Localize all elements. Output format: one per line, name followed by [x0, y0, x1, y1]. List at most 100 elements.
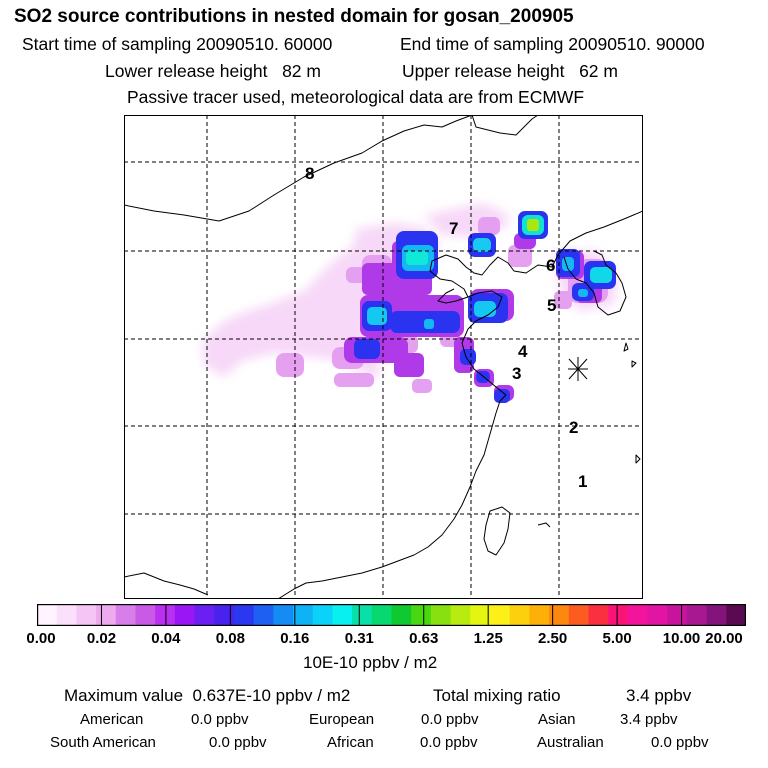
start-time-label: Start time of sampling	[22, 34, 192, 54]
colorbar-tick-label: 2.50	[537, 630, 568, 647]
lower-release-label: Lower release height	[105, 61, 268, 81]
colorbar-swatch	[627, 604, 649, 626]
colorbar-swatch	[214, 604, 235, 626]
european-value: 0.0 ppbv	[421, 711, 479, 728]
core-cell	[367, 307, 387, 325]
bohai-north-coast	[429, 210, 643, 298]
maximum-value: Maximum value 0.637E-10 ppbv / m2	[64, 686, 350, 706]
bohai-bay	[437, 288, 469, 304]
colorbar-swatch	[293, 604, 314, 626]
core-cell	[474, 301, 496, 317]
colorbar-swatch	[470, 604, 491, 626]
australian-label: Australian	[537, 734, 604, 751]
colorbar-swatch	[686, 604, 708, 626]
region-labels: 1 2 3 4 5 6 7 8	[305, 164, 587, 491]
colorbar-swatch	[667, 604, 688, 626]
colorbar-swatch	[253, 604, 274, 626]
mongolia-border	[124, 115, 473, 222]
european-label: European	[309, 711, 375, 728]
colorbar-tick-label: 0.00	[26, 630, 56, 647]
hotspot-cell	[494, 389, 510, 403]
hotspot-cell	[354, 339, 380, 359]
colorbar-swatch	[135, 604, 156, 626]
island	[635, 454, 641, 464]
northeast-border	[471, 115, 539, 136]
receptor-asterisk-icon	[568, 357, 588, 381]
start-time-value: 20090510. 60000	[196, 34, 333, 54]
colorbar-swatch	[529, 604, 550, 626]
colorbar-swatch	[312, 604, 334, 626]
colorbar-swatch	[371, 604, 393, 626]
tracer-note: Passive tracer used, meteorological data…	[127, 87, 585, 107]
colorbar-tick-label: 0.04	[151, 630, 181, 647]
upper-release-label: Upper release height	[402, 61, 565, 81]
colorbar	[37, 604, 746, 626]
colorbar-swatch	[568, 604, 590, 626]
plot-title: SO2 source contributions in nested domai…	[14, 6, 574, 27]
region-label-2: 2	[569, 418, 578, 437]
region-label-4: 4	[518, 342, 528, 361]
plume-cell	[276, 353, 304, 377]
colorbar-swatch	[76, 604, 97, 626]
australian-value: 0.0 ppbv	[651, 734, 709, 751]
colorbar-swatch	[352, 604, 373, 626]
colorbar-unit: 10E-10 ppbv / m2	[303, 653, 438, 672]
colorbar-swatch	[549, 604, 570, 626]
colorbar-tick-label: 0.02	[86, 630, 117, 647]
colorbar-tick-label: 0.08	[215, 630, 245, 647]
southern-coast	[124, 572, 209, 596]
colorbar-swatches	[37, 604, 746, 626]
colorbar-swatch	[726, 604, 746, 626]
colorbar-tick-label: 10.00	[662, 630, 701, 647]
asian-label: Asian	[538, 711, 576, 728]
ryukyu-islands	[537, 522, 551, 528]
core-cell	[473, 238, 491, 252]
colorbar-swatch	[332, 604, 353, 626]
region-label-3: 3	[512, 364, 521, 383]
colorbar-dividers	[100, 604, 683, 626]
hotspot-cell	[460, 349, 476, 365]
plume-cell	[412, 379, 432, 393]
region-label-7: 7	[449, 219, 458, 238]
taiwan	[483, 506, 511, 556]
plume-cell	[394, 353, 424, 377]
asian-value: 3.4 ppbv	[620, 711, 678, 728]
colorbar-tick-label: 0.31	[344, 630, 374, 647]
upper-release-height: Upper release height 62 m	[402, 61, 618, 82]
plume-cell	[554, 291, 572, 309]
core-cell	[578, 289, 588, 297]
colorbar-swatch	[37, 604, 58, 626]
colorbar-tick-label: 20.00	[705, 630, 743, 647]
core-cell	[406, 251, 428, 265]
region-label-6: 6	[546, 256, 555, 275]
colorbar-swatch	[194, 604, 215, 626]
end-time: End time of sampling 20090510. 90000	[400, 34, 705, 55]
american-label: American	[80, 711, 144, 728]
coastlines	[124, 115, 643, 599]
core-cell	[527, 219, 539, 231]
lower-release-height: Lower release height 82 m	[105, 61, 321, 82]
region-label-5: 5	[547, 296, 556, 315]
source-contribution-map: 1 2 3 4 5 6 7 8	[124, 115, 643, 599]
island	[631, 360, 637, 368]
colorbar-swatch	[115, 604, 137, 626]
african-label: African	[327, 734, 374, 751]
colorbar-frame	[37, 604, 746, 626]
core-cell	[424, 319, 434, 329]
total-mixing-ratio-label: Total mixing ratio	[433, 686, 561, 705]
colorbar-tick-label: 5.00	[602, 630, 632, 647]
colorbar-swatch	[450, 604, 471, 626]
colorbar-swatch	[509, 604, 530, 626]
colorbar-swatch	[233, 604, 255, 626]
upper-release-value: 62 m	[579, 61, 618, 81]
colorbar-swatch	[706, 604, 727, 626]
african-value: 0.0 ppbv	[420, 734, 478, 751]
south-american-label: South American	[50, 734, 156, 751]
colorbar-swatch	[647, 604, 668, 626]
colorbar-swatch	[608, 604, 629, 626]
colorbar-swatch	[155, 604, 176, 626]
colorbar-swatch	[56, 604, 77, 626]
colorbar-tick-label: 0.16	[280, 630, 310, 647]
asterisk-ray	[568, 358, 588, 380]
end-time-label: End time of sampling	[400, 34, 564, 54]
